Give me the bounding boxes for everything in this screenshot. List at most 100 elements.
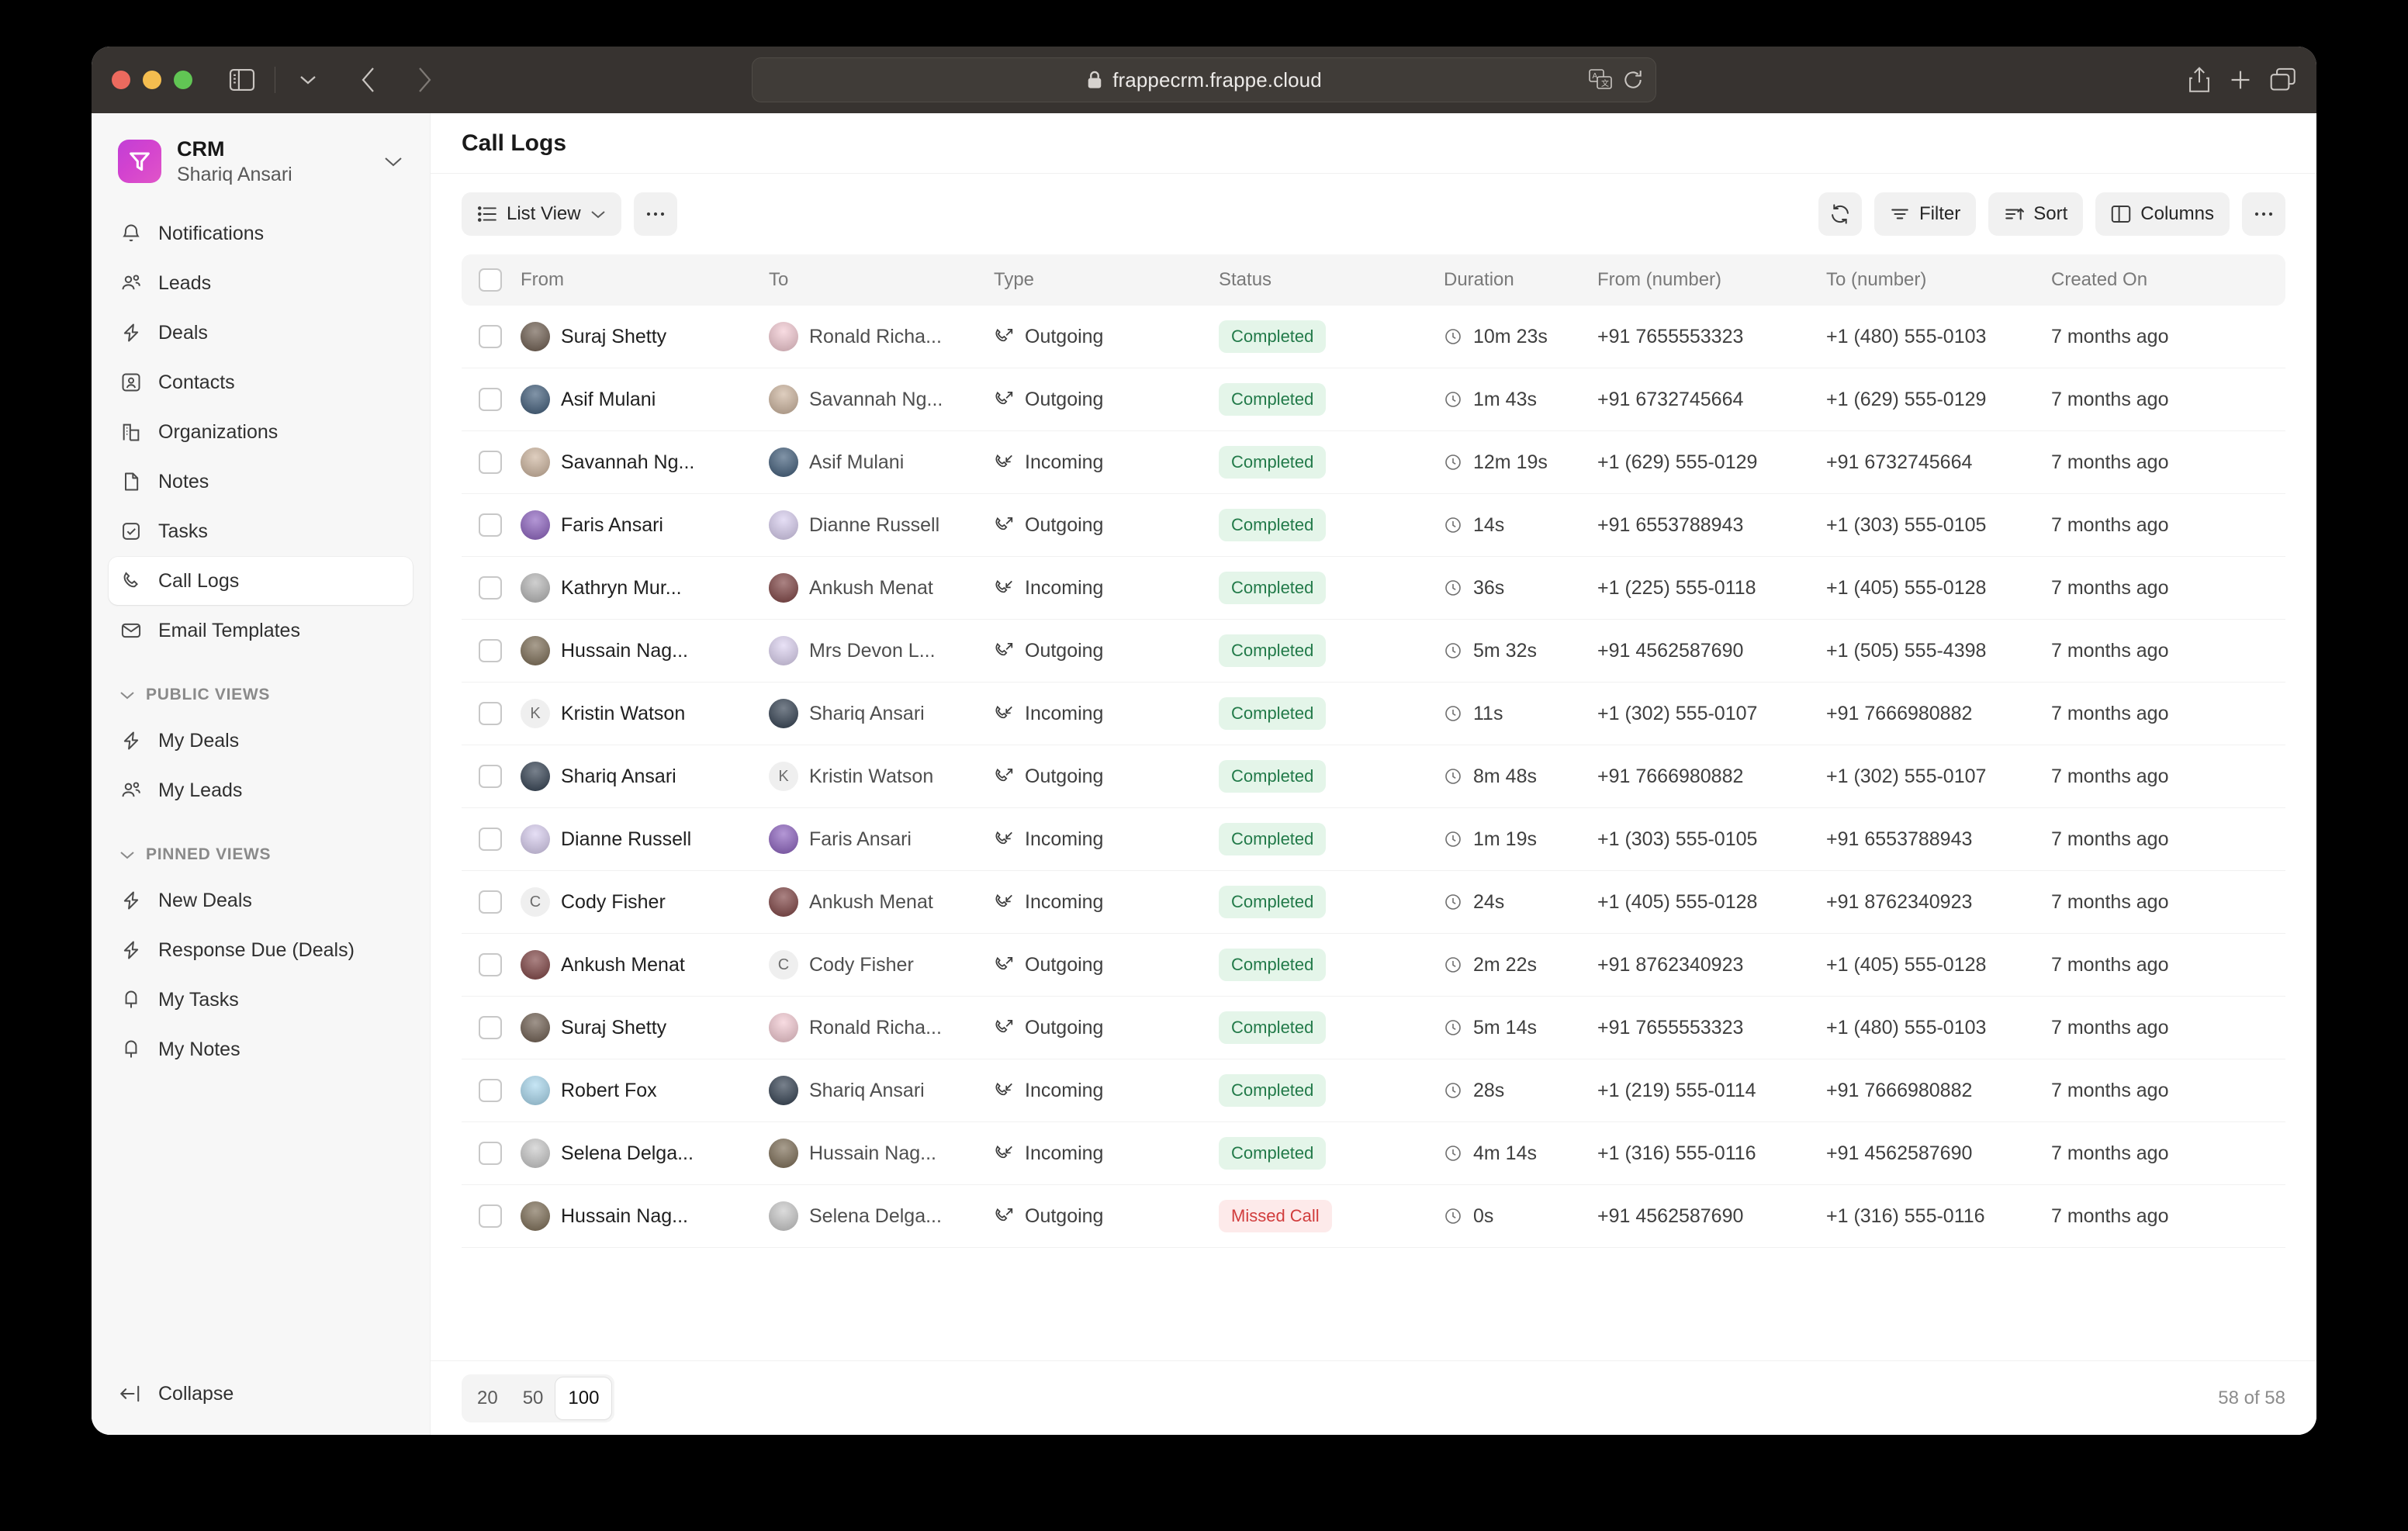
table-row[interactable]: Robert Fox Shariq Ansari Incoming Completed… bbox=[462, 1059, 2285, 1122]
row-checkbox[interactable] bbox=[479, 388, 502, 411]
pinned-views-header[interactable]: Pinned Views bbox=[109, 833, 413, 876]
table-row[interactable]: Faris Ansari Dianne Russell Outgoing Comple… bbox=[462, 494, 2285, 557]
cell-from[interactable]: K Kristin Watson bbox=[521, 699, 769, 728]
share-icon[interactable] bbox=[2188, 67, 2211, 93]
cell-from[interactable]: Suraj Shetty bbox=[521, 1013, 769, 1042]
cell-from[interactable]: Suraj Shetty bbox=[521, 322, 769, 351]
page-size-50[interactable]: 50 bbox=[522, 1387, 544, 1408]
table-row[interactable]: Savannah Ng... Asif Mulani Incoming Complet… bbox=[462, 431, 2285, 494]
sidebar-item-call-logs[interactable]: Call Logs bbox=[109, 557, 413, 606]
cell-to[interactable]: Shariq Ansari bbox=[769, 1076, 994, 1105]
row-checkbox[interactable] bbox=[479, 1142, 502, 1165]
sidebar-item-notifications[interactable]: Notifications bbox=[109, 209, 413, 257]
cell-to[interactable]: K Kristin Watson bbox=[769, 762, 994, 791]
cell-from[interactable]: Hussain Nag... bbox=[521, 1201, 769, 1231]
workspace-switcher[interactable]: CRM Shariq Ansari bbox=[109, 129, 413, 194]
page-size-20[interactable]: 20 bbox=[477, 1387, 498, 1408]
row-checkbox[interactable] bbox=[479, 828, 502, 851]
sidebar-item-deals[interactable]: Deals bbox=[109, 309, 413, 357]
cell-to[interactable]: Shariq Ansari bbox=[769, 699, 994, 728]
public-views-header[interactable]: Public Views bbox=[109, 673, 413, 717]
sidebar-item-leads[interactable]: Leads bbox=[109, 259, 413, 307]
table-row[interactable]: K Kristin Watson Shariq Ansari Incoming Comp… bbox=[462, 683, 2285, 745]
column-header-from[interactable]: From bbox=[521, 269, 564, 290]
select-all-checkbox[interactable] bbox=[479, 268, 502, 292]
cell-to[interactable]: Ronald Richa... bbox=[769, 322, 994, 351]
column-header-to[interactable]: To bbox=[769, 269, 789, 290]
table-row[interactable]: Shariq Ansari K Kristin Watson Outgoing Comp… bbox=[462, 745, 2285, 808]
cell-to[interactable]: Faris Ansari bbox=[769, 824, 994, 854]
row-checkbox[interactable] bbox=[479, 702, 502, 725]
sidebar-item-email-templates[interactable]: Email Templates bbox=[109, 607, 413, 655]
table-row[interactable]: Hussain Nag... Mrs Devon L... Outgoing Comp… bbox=[462, 620, 2285, 683]
column-header-created-on[interactable]: Created On bbox=[2051, 269, 2148, 290]
cell-to[interactable]: Hussain Nag... bbox=[769, 1139, 994, 1168]
sidebar-item-contacts[interactable]: Contacts bbox=[109, 358, 413, 406]
more-options-button[interactable] bbox=[2242, 192, 2285, 236]
sidebar-item-my-notes[interactable]: My Notes bbox=[109, 1025, 413, 1073]
sidebar-item-response-due-deals[interactable]: Response Due (Deals) bbox=[109, 926, 413, 974]
cell-to[interactable]: Ankush Menat bbox=[769, 887, 994, 917]
sidebar-toggle-icon[interactable] bbox=[222, 60, 262, 100]
columns-button[interactable]: Columns bbox=[2095, 192, 2230, 236]
cell-to[interactable]: C Cody Fisher bbox=[769, 950, 994, 980]
row-checkbox[interactable] bbox=[479, 765, 502, 788]
filter-button[interactable]: Filter bbox=[1873, 192, 1977, 236]
row-checkbox[interactable] bbox=[479, 1204, 502, 1228]
sidebar-item-new-deals[interactable]: New Deals bbox=[109, 876, 413, 924]
cell-from[interactable]: Robert Fox bbox=[521, 1076, 769, 1105]
sidebar-item-notes[interactable]: Notes bbox=[109, 458, 413, 506]
cell-to[interactable]: Selena Delga... bbox=[769, 1201, 994, 1231]
row-checkbox[interactable] bbox=[479, 576, 502, 600]
cell-to[interactable]: Savannah Ng... bbox=[769, 385, 994, 414]
row-checkbox[interactable] bbox=[479, 639, 502, 662]
view-more-button[interactable] bbox=[633, 192, 677, 236]
cell-to[interactable]: Dianne Russell bbox=[769, 510, 994, 540]
row-checkbox[interactable] bbox=[479, 1079, 502, 1102]
reload-icon[interactable] bbox=[1623, 69, 1643, 91]
row-checkbox[interactable] bbox=[479, 325, 502, 348]
view-selector-button[interactable]: List View bbox=[462, 192, 621, 236]
table-row[interactable]: Hussain Nag... Selena Delga... Outgoing Mis… bbox=[462, 1185, 2285, 1248]
sort-button[interactable]: Sort bbox=[1988, 192, 2084, 236]
cell-from[interactable]: Faris Ansari bbox=[521, 510, 769, 540]
column-header-from-number[interactable]: From (number) bbox=[1597, 269, 1722, 290]
page-size-100[interactable]: 100 bbox=[555, 1377, 612, 1419]
cell-to[interactable]: Mrs Devon L... bbox=[769, 636, 994, 665]
cell-from[interactable]: Ankush Menat bbox=[521, 950, 769, 980]
chevron-down-icon[interactable] bbox=[288, 60, 328, 100]
table-row[interactable]: Suraj Shetty Ronald Richa... Outgoing Compl… bbox=[462, 306, 2285, 368]
table-row[interactable]: Dianne Russell Faris Ansari Incoming Comple… bbox=[462, 808, 2285, 871]
table-row[interactable]: Suraj Shetty Ronald Richa... Outgoing Compl… bbox=[462, 997, 2285, 1059]
minimize-window-button[interactable] bbox=[143, 71, 161, 89]
back-arrow-icon[interactable] bbox=[348, 60, 389, 100]
plus-icon[interactable] bbox=[2228, 67, 2253, 92]
cell-from[interactable]: C Cody Fisher bbox=[521, 887, 769, 917]
cell-from[interactable]: Selena Delga... bbox=[521, 1139, 769, 1168]
sidebar-item-organizations[interactable]: Organizations bbox=[109, 408, 413, 456]
row-checkbox[interactable] bbox=[479, 890, 502, 914]
cell-to[interactable]: Ronald Richa... bbox=[769, 1013, 994, 1042]
collapse-sidebar-button[interactable]: Collapse bbox=[109, 1370, 413, 1418]
column-header-duration[interactable]: Duration bbox=[1444, 269, 1514, 290]
table-row[interactable]: C Cody Fisher Ankush Menat Incoming Complete… bbox=[462, 871, 2285, 934]
address-bar[interactable]: frappecrm.frappe.cloud A 文 bbox=[752, 57, 1656, 102]
table-row[interactable]: Asif Mulani Savannah Ng... Outgoing Complet… bbox=[462, 368, 2285, 431]
cell-from[interactable]: Hussain Nag... bbox=[521, 636, 769, 665]
refresh-button[interactable] bbox=[1818, 192, 1862, 236]
sidebar-item-my-tasks[interactable]: My Tasks bbox=[109, 976, 413, 1024]
cell-from[interactable]: Kathryn Mur... bbox=[521, 573, 769, 603]
column-header-status[interactable]: Status bbox=[1219, 269, 1272, 290]
sidebar-item-tasks[interactable]: Tasks bbox=[109, 507, 413, 555]
forward-arrow-icon[interactable] bbox=[404, 60, 445, 100]
column-header-to-number[interactable]: To (number) bbox=[1826, 269, 1927, 290]
row-checkbox[interactable] bbox=[479, 513, 502, 537]
cell-from[interactable]: Asif Mulani bbox=[521, 385, 769, 414]
translate-icon[interactable]: A 文 bbox=[1589, 69, 1612, 91]
cell-to[interactable]: Ankush Menat bbox=[769, 573, 994, 603]
table-row[interactable]: Selena Delga... Hussain Nag... Incoming Com… bbox=[462, 1122, 2285, 1185]
row-checkbox[interactable] bbox=[479, 451, 502, 474]
column-header-type[interactable]: Type bbox=[994, 269, 1035, 290]
maximize-window-button[interactable] bbox=[174, 71, 192, 89]
table-row[interactable]: Kathryn Mur... Ankush Menat Incoming Comple… bbox=[462, 557, 2285, 620]
